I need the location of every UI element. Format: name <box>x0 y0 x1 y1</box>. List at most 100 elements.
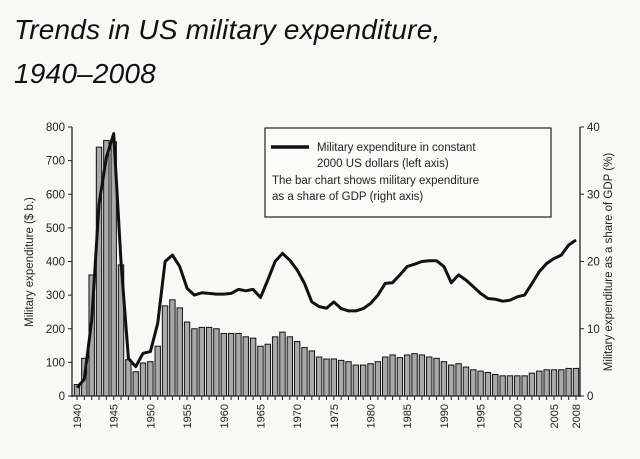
bar-1980 <box>367 363 374 397</box>
bar-1970 <box>293 341 301 397</box>
bar-1958 <box>205 326 213 397</box>
x-tick-label: 1960 <box>219 404 231 428</box>
legend-bar-note-1: The bar chart shows military expenditure <box>272 175 479 187</box>
bar-1965 <box>257 345 264 397</box>
bar-2004 <box>543 369 550 397</box>
bar-1981 <box>374 361 382 397</box>
x-tick-label: 1980 <box>366 404 378 428</box>
bar-1962 <box>235 332 242 397</box>
bar-1971 <box>301 347 308 397</box>
bar-1959 <box>213 328 220 397</box>
bar-2006 <box>558 369 565 397</box>
bar-1949 <box>139 362 147 397</box>
left-tick-label: 700 <box>46 156 65 168</box>
x-tick-label: 1970 <box>292 404 304 428</box>
bar-1969 <box>286 336 294 397</box>
bar-1963 <box>242 336 249 397</box>
left-tick-label: 800 <box>46 122 65 134</box>
bar-1966 <box>264 343 271 397</box>
bar-2008 <box>572 367 580 397</box>
line-series-constant-dollars <box>75 132 577 389</box>
left-tick-label: 0 <box>59 391 65 403</box>
left-tick-label: 200 <box>46 324 65 336</box>
legend-box <box>264 127 552 218</box>
bar-1999 <box>506 375 514 397</box>
bar-2000 <box>514 375 521 397</box>
bar-1973 <box>315 356 323 397</box>
bar-1995 <box>477 370 484 397</box>
bar-1953 <box>169 299 176 397</box>
bar-1954 <box>176 307 183 397</box>
bar-1985 <box>404 354 411 397</box>
bar-1978 <box>352 364 360 397</box>
bar-1993 <box>462 366 470 397</box>
x-tick-label: 1945 <box>109 404 121 428</box>
bar-1952 <box>161 305 169 397</box>
x-tick-label: 2008 <box>571 404 583 428</box>
axes: 0 100 200 300 400 500 600 700 800 0 10 20 30 40 1940 19… <box>46 122 600 428</box>
x-tick-label: 1965 <box>255 404 267 428</box>
bar-1972 <box>308 350 316 397</box>
x-tick-label: 1995 <box>476 404 488 428</box>
right-tick-label: 20 <box>587 257 600 269</box>
left-tick-label: 500 <box>46 223 65 235</box>
chart-subtitle: 1940–2008 <box>14 58 156 89</box>
bar-1989 <box>433 357 440 397</box>
bar-1976 <box>337 359 345 397</box>
x-tick-label: 1975 <box>329 404 341 428</box>
bar-1964 <box>249 337 257 397</box>
bar-1960 <box>220 332 227 397</box>
bar-1948 <box>132 371 139 397</box>
x-tick-label: 1990 <box>439 404 451 428</box>
left-tick-label: 300 <box>46 290 65 302</box>
left-tick-label: 100 <box>46 357 65 369</box>
legend-line-label-2: 2000 US dollars (left axis) <box>317 158 449 170</box>
x-tick-label: 1940 <box>72 404 84 428</box>
left-tick-label: 600 <box>46 189 65 201</box>
bar-1994 <box>470 369 477 397</box>
bar-1979 <box>359 364 367 397</box>
right-axis-label: Military expenditure as a share of GDP (… <box>603 153 615 372</box>
x-tick-label: 1955 <box>182 404 194 428</box>
bar-1967 <box>271 336 279 397</box>
bar-2003 <box>536 370 543 397</box>
left-axis-label: Military expenditure ($ b.) <box>24 197 36 327</box>
legend: Military expenditure in constant 2000 US… <box>264 127 552 218</box>
x-tick-label: 2000 <box>512 404 524 428</box>
right-tick-label: 0 <box>587 391 593 403</box>
bar-1992 <box>455 363 462 397</box>
bar-1975 <box>330 358 338 397</box>
right-tick-label: 30 <box>587 189 600 201</box>
bar-1987 <box>418 354 426 397</box>
bar-1977 <box>345 361 352 397</box>
bar-1955 <box>183 321 191 397</box>
bar-1974 <box>323 358 330 397</box>
bar-1988 <box>426 356 433 397</box>
legend-line-label-1: Military expenditure in constant <box>317 142 476 154</box>
bar-1961 <box>227 332 235 397</box>
bar-1990 <box>440 361 448 397</box>
bar-1984 <box>396 357 404 397</box>
right-tick-label: 10 <box>587 324 600 336</box>
bar-1991 <box>448 364 455 397</box>
bar-2001 <box>521 375 528 397</box>
legend-bar-note-2: as a share of GDP (right axis) <box>272 191 423 203</box>
x-tick-label: 1985 <box>402 404 414 428</box>
bar-1996 <box>484 371 492 397</box>
left-tick-label: 400 <box>46 257 65 269</box>
bar-1951 <box>154 345 161 397</box>
bar-2007 <box>565 367 572 397</box>
bar-2002 <box>528 372 536 397</box>
x-tick-label: 1950 <box>145 404 157 428</box>
bar-1982 <box>382 356 389 397</box>
bar-2005 <box>550 369 558 397</box>
bar-1998 <box>499 375 506 397</box>
x-tick-label: 2005 <box>549 404 561 428</box>
bar-1983 <box>389 354 396 397</box>
bar-1968 <box>279 331 286 397</box>
bar-1950 <box>147 361 154 397</box>
right-tick-label: 40 <box>587 122 600 134</box>
bar-1957 <box>198 326 205 397</box>
bar-1986 <box>411 353 418 397</box>
